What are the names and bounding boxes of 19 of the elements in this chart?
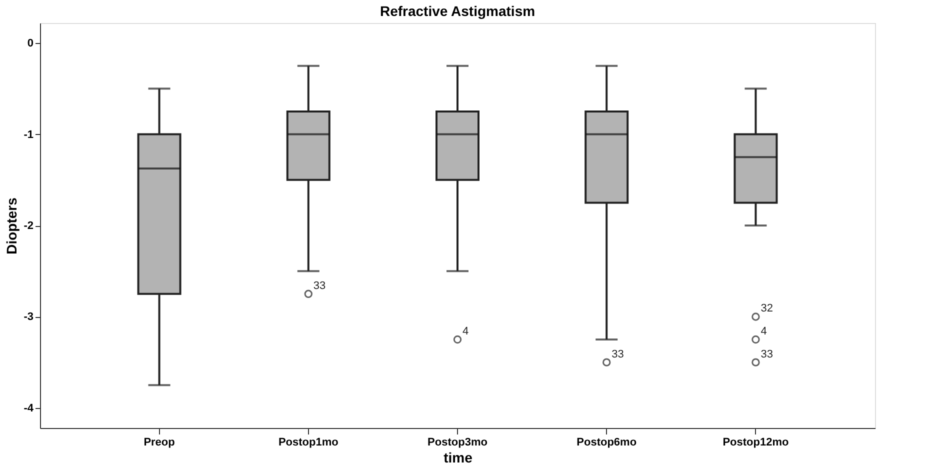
x-tick-label: Postop6mo (576, 436, 637, 448)
y-tick-label: 0 (27, 38, 34, 50)
annotation: 4 (760, 326, 767, 338)
annotation: 4 (462, 326, 469, 338)
x-tick-label: Postop1mo (278, 436, 339, 448)
annotation: 33 (612, 348, 624, 360)
annotation: 32 (760, 302, 773, 315)
y-tick-label: -1 (24, 128, 34, 141)
y-tick-label: -2 (24, 220, 34, 232)
x-tick-label: Postop12mo (722, 436, 789, 448)
x-axis-title: time (444, 450, 473, 466)
y-axis-title: Diopters (4, 197, 20, 254)
x-tick-label: Preop (144, 436, 176, 448)
chart-title: Refractive Astigmatism (380, 3, 536, 19)
x-tick-label: Postop3mo (428, 436, 488, 448)
annotation: 33 (313, 280, 326, 292)
y-tick-label: -4 (24, 402, 34, 414)
y-tick-label: -3 (24, 311, 34, 324)
annotation: 33 (760, 348, 773, 360)
